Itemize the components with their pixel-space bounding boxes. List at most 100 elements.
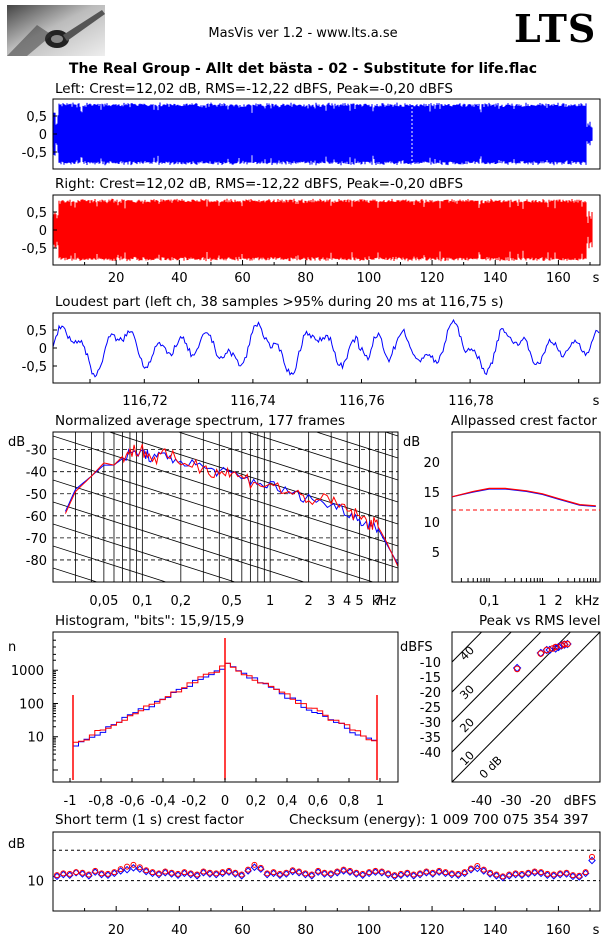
crest-point-right xyxy=(181,869,188,876)
allpass-crest-label: Allpassed crest factor xyxy=(451,413,597,429)
crest-point-left xyxy=(142,867,150,876)
crest-point-right xyxy=(525,869,532,876)
loudest-xtick-label: 116,76 xyxy=(339,394,385,409)
waveform-left-ytick-label: 0 xyxy=(39,128,47,143)
spectrum-slope-line xyxy=(53,523,237,582)
waveform-right-xtick-label: 160 xyxy=(546,271,571,286)
crest-point-right xyxy=(143,867,150,874)
peak-vs-rms-point-left xyxy=(551,644,560,653)
crest-point-left xyxy=(454,871,463,879)
peak-vs-rms-frame xyxy=(451,631,601,783)
peak-vs-rms-point-left xyxy=(554,642,563,652)
crest-point-left xyxy=(186,870,195,879)
histogram-xtick-label: 0,2 xyxy=(246,794,267,809)
crest-point-left xyxy=(244,867,252,875)
peak-vs-rms-diagonal-label: 40 xyxy=(457,643,477,663)
crest-point-left xyxy=(352,870,361,878)
crest-point-left xyxy=(167,870,176,878)
loudest-xtick-label: 116,78 xyxy=(448,394,494,409)
waveform-right-xtick-label: 20 xyxy=(108,271,125,286)
crest-xtick-label: 40 xyxy=(171,923,188,938)
crest-point-left xyxy=(511,870,520,879)
crest-point-right xyxy=(569,872,576,879)
allpass-xunit: kHz xyxy=(575,594,599,609)
crest-point-left xyxy=(575,873,584,881)
loudest-xunit: s xyxy=(593,394,600,409)
waveform-right-xtick-label: 120 xyxy=(420,271,445,286)
crest-point-left xyxy=(403,870,412,878)
crest-point-right xyxy=(499,873,506,880)
waveform-right-trace xyxy=(52,198,593,262)
crest-point-right xyxy=(321,869,328,876)
histogram-ylabel: n xyxy=(8,640,16,655)
histogram-ytick-label: 1000 xyxy=(11,664,44,679)
peak-vs-rms-point-right xyxy=(543,646,551,654)
peak-vs-rms-xtick-label: -20 xyxy=(530,794,551,809)
crest-point-right xyxy=(423,868,430,875)
crest-point-right xyxy=(187,870,194,877)
crest-point-right xyxy=(557,870,564,877)
crest-point-right xyxy=(270,869,277,876)
crest-point-left xyxy=(435,868,443,876)
crest-ytick-label: 10 xyxy=(27,875,44,890)
waveform-right-ytick-label: 0,5 xyxy=(26,206,47,221)
crest-point-left xyxy=(327,870,335,879)
crest-point-left xyxy=(460,869,469,878)
allpass-frame xyxy=(451,431,601,583)
loudest-xtick-label: 116,72 xyxy=(122,394,168,409)
crest-xtick-label: 80 xyxy=(297,923,314,938)
waveform-right-xtick-label: 60 xyxy=(234,271,251,286)
crest-point-left xyxy=(518,871,526,879)
crest-point-left xyxy=(339,867,348,875)
crest-point-left xyxy=(314,868,322,876)
histogram-xtick-label: -0,8 xyxy=(88,794,113,809)
crest-point-right xyxy=(85,871,92,878)
crest-xtick-label: 120 xyxy=(420,923,445,938)
crest-point-left xyxy=(161,868,170,877)
crest-xtick-label: 20 xyxy=(108,923,125,938)
crest-point-left xyxy=(295,868,303,877)
crest-point-right xyxy=(474,863,481,870)
crest-point-right xyxy=(455,870,462,877)
crest-point-left xyxy=(174,871,182,879)
spectrum-slope-line xyxy=(177,432,398,503)
crest-point-left xyxy=(479,867,488,875)
crest-point-right xyxy=(251,861,258,868)
histogram-xtick-label: 0,6 xyxy=(308,794,329,809)
checksum-label: Checksum (energy): 1 009 700 075 354 397 xyxy=(289,812,589,828)
crest-xtick-label: 100 xyxy=(356,923,381,938)
crest-point-right xyxy=(391,872,398,879)
crest-point-right xyxy=(467,865,474,872)
loudest-ytick-label: -0,5 xyxy=(22,360,47,375)
crest-point-right xyxy=(155,870,162,877)
crest-point-right xyxy=(162,868,169,875)
spectrum-slope-line xyxy=(315,432,398,459)
crest-point-right xyxy=(340,866,347,873)
crest-point-left xyxy=(524,870,533,878)
crest-ylabel: dB xyxy=(8,837,25,852)
spectrum-slope-line xyxy=(246,432,398,481)
peak-vs-rms-label: Peak vs RMS level xyxy=(479,613,601,629)
histogram-xtick-label: -0,2 xyxy=(181,794,206,809)
crest-point-right xyxy=(308,871,315,878)
crest-point-left xyxy=(110,869,119,878)
spectrum-xtick-label: 0,2 xyxy=(170,594,191,609)
crest-point-right xyxy=(200,868,207,875)
crest-point-left xyxy=(250,863,259,872)
crest-point-left xyxy=(358,871,367,879)
crest-point-left xyxy=(543,871,552,879)
crest-point-right xyxy=(111,869,118,876)
crest-point-right xyxy=(149,869,156,876)
peak-vs-rms-xtick-label: -40 xyxy=(471,794,492,809)
spectrum-xtick-label: 0,1 xyxy=(132,594,153,609)
crest-point-right xyxy=(276,870,283,877)
crest-point-left xyxy=(537,869,545,878)
peak-vs-rms-ytick-label: -40 xyxy=(420,746,441,761)
spectrum-xtick-label: 4 xyxy=(343,594,351,609)
crest-point-right xyxy=(302,870,309,877)
peak-vs-rms-ytick-label: -30 xyxy=(420,716,441,731)
crest-point-right xyxy=(168,869,175,876)
waveform-right-xtick-label: 40 xyxy=(171,271,188,286)
spectrum-slope-line xyxy=(53,479,375,582)
histogram-xtick-label: 0,8 xyxy=(339,794,360,809)
